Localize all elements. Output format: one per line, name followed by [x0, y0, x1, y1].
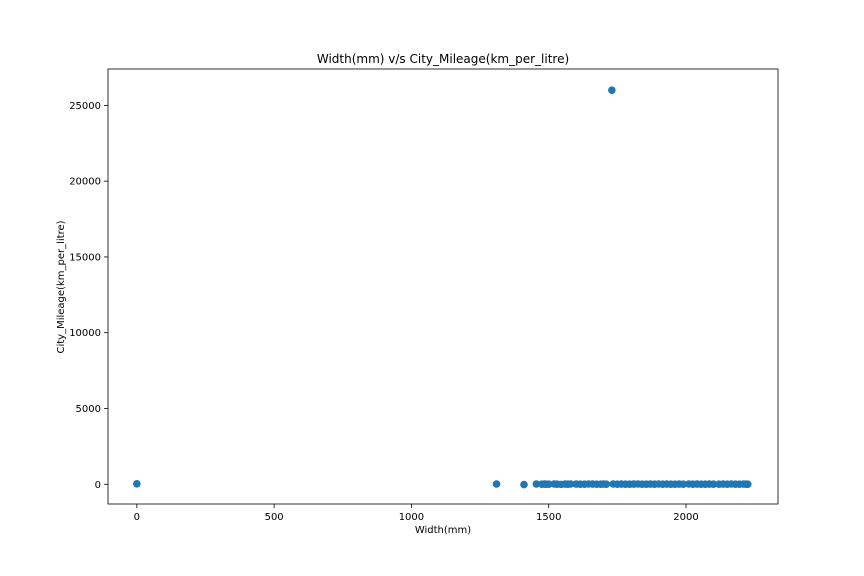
data-point	[544, 480, 553, 488]
data-point	[492, 480, 501, 488]
data-point	[709, 480, 718, 488]
y-tick-label: 5000	[76, 404, 101, 415]
y-tick-label: 10000	[69, 328, 101, 339]
x-tick-label: 1000	[399, 512, 424, 523]
data-point	[602, 480, 611, 488]
y-axis-label: City_Mileage(km_per_litre)	[56, 220, 67, 353]
points-layer	[133, 86, 752, 489]
x-tick-label: 2000	[673, 512, 698, 523]
data-point	[520, 480, 528, 489]
y-tick-label: 20000	[69, 177, 101, 188]
y-tick-label: 25000	[69, 101, 101, 112]
data-point	[133, 480, 141, 488]
data-point	[679, 480, 688, 488]
x-tick-label: 1500	[536, 512, 561, 523]
chart-title: Width(mm) v/s City_Mileage(km_per_litre)	[317, 52, 569, 66]
y-tick-label: 15000	[69, 252, 101, 263]
data-point	[608, 86, 616, 95]
x-axis-label: Width(mm)	[415, 525, 471, 536]
data-point	[532, 480, 541, 488]
x-axis-ticks: 0 500 1000 1500 2000	[134, 504, 699, 523]
plot-frame	[107, 68, 779, 505]
y-tick-label: 0	[95, 480, 101, 491]
y-axis-ticks: 0 5000 10000 15000 20000 25000	[69, 101, 108, 491]
x-tick-label: 500	[265, 512, 284, 523]
data-point	[744, 480, 752, 488]
x-tick-label: 0	[134, 512, 140, 523]
data-point	[566, 480, 575, 488]
